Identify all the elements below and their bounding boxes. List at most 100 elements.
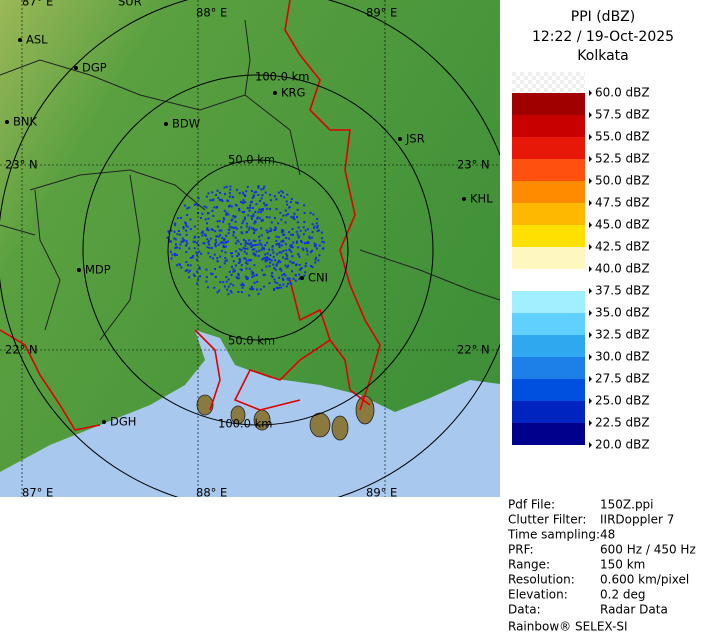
echo [195, 203, 198, 205]
info-key: Pdf File: [508, 498, 555, 512]
echo [303, 221, 306, 223]
echo [248, 209, 251, 212]
echo [295, 201, 298, 204]
echo [176, 264, 179, 267]
echo [268, 207, 271, 210]
echo [180, 240, 183, 243]
echo [245, 222, 248, 225]
echo [213, 253, 216, 256]
echo [207, 229, 210, 232]
echo [303, 242, 306, 245]
echo [266, 241, 269, 244]
echo [310, 251, 312, 254]
echo [304, 271, 307, 274]
echo [262, 273, 265, 276]
legend-label: 45.0 dBZ [595, 218, 650, 232]
echo [252, 288, 255, 291]
echo [255, 190, 258, 193]
echo [230, 291, 233, 294]
echo [193, 274, 196, 277]
echo [278, 251, 281, 254]
echo [252, 215, 255, 218]
map-label: BNK [13, 115, 37, 129]
echo [189, 269, 192, 272]
echo [247, 214, 250, 217]
city-marker [164, 122, 168, 126]
echo [253, 222, 256, 225]
echo [217, 235, 220, 238]
echo [221, 200, 224, 202]
echo [243, 239, 245, 241]
echo [197, 244, 200, 247]
echo [300, 240, 302, 242]
echo [259, 217, 262, 220]
map-label: DGP [82, 61, 107, 75]
echo [183, 239, 186, 242]
echo [245, 252, 248, 255]
echo [186, 269, 189, 272]
echo [316, 218, 319, 220]
echo [231, 226, 233, 229]
echo [257, 186, 260, 189]
echo [223, 209, 226, 212]
echo [246, 276, 249, 279]
echo [298, 264, 301, 266]
echo [275, 208, 278, 211]
echo [207, 192, 210, 195]
echo [182, 240, 185, 243]
echo [270, 274, 273, 277]
legend-tick [589, 222, 592, 228]
map-label: 87° E [22, 0, 53, 9]
echo [207, 217, 210, 220]
echo [250, 259, 252, 261]
echo [227, 213, 230, 216]
legend-tick [589, 442, 592, 448]
echo [188, 247, 191, 250]
echo [254, 239, 257, 242]
echo [304, 265, 307, 268]
echo [282, 191, 284, 194]
legend-tick [589, 310, 592, 316]
echo [206, 227, 209, 230]
echo [259, 242, 262, 245]
echo [258, 249, 261, 252]
echo [296, 208, 299, 211]
legend-swatch [512, 115, 585, 137]
echo [185, 229, 188, 232]
echo [216, 189, 219, 192]
echo [177, 230, 180, 232]
info-key: Data: [508, 603, 541, 617]
echo [201, 234, 204, 237]
echo [280, 251, 283, 254]
echo [257, 254, 260, 257]
echo [223, 246, 225, 249]
echo [313, 242, 316, 245]
echo [252, 244, 255, 247]
legend-swatch [512, 269, 585, 291]
echo [210, 228, 213, 231]
echo [215, 235, 218, 238]
info-panel: Pdf File: 150Z.ppi Clutter Filter: IIRDoppl… [507, 498, 696, 634]
echo [224, 245, 227, 248]
legend-label: 50.0 dBZ [595, 174, 650, 188]
legend-tick [589, 376, 592, 382]
map-label: 89° E [366, 6, 397, 20]
echo [286, 277, 289, 280]
legend-tick [589, 354, 592, 360]
echo [237, 273, 240, 275]
echo [193, 203, 196, 206]
echo [249, 206, 251, 209]
echo [171, 253, 174, 256]
range-rings [0, 0, 500, 497]
echo [247, 228, 250, 231]
echo [222, 281, 225, 284]
echo [178, 247, 181, 250]
map: 87° E SUR 88° E 89° E ASL DGP 100.0 km KRG BNK BD… [0, 0, 500, 497]
echo [197, 236, 200, 239]
echo [256, 217, 259, 220]
echo [241, 282, 244, 285]
echo [242, 199, 245, 202]
echo [299, 229, 302, 232]
echo [309, 211, 312, 214]
